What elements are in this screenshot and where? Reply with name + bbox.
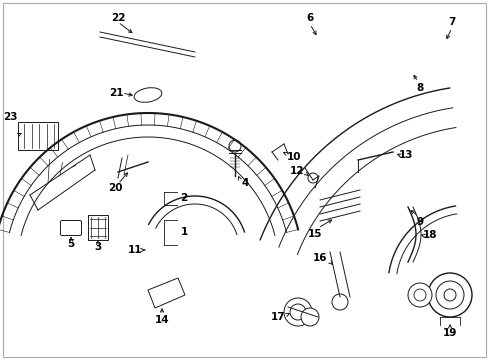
Text: 18: 18 — [422, 230, 436, 240]
Text: 17: 17 — [270, 312, 285, 322]
Text: 21: 21 — [108, 88, 123, 98]
Circle shape — [435, 281, 463, 309]
Circle shape — [331, 294, 347, 310]
Text: 8: 8 — [415, 83, 423, 93]
Polygon shape — [148, 278, 184, 308]
Circle shape — [289, 304, 305, 320]
Text: 4: 4 — [241, 178, 248, 188]
Text: 1: 1 — [180, 227, 187, 237]
Text: 20: 20 — [107, 183, 122, 193]
Text: 7: 7 — [447, 17, 455, 27]
Bar — [88, 215, 108, 240]
Text: 13: 13 — [398, 150, 412, 160]
Bar — [18, 122, 58, 150]
Text: 16: 16 — [312, 253, 326, 263]
Circle shape — [284, 298, 311, 326]
Ellipse shape — [134, 88, 162, 102]
Text: 22: 22 — [110, 13, 125, 23]
Text: 3: 3 — [94, 242, 102, 252]
Circle shape — [407, 283, 431, 307]
Circle shape — [443, 289, 455, 301]
Text: 9: 9 — [416, 217, 423, 227]
Text: 23: 23 — [3, 112, 17, 122]
Text: 2: 2 — [180, 193, 187, 203]
Circle shape — [427, 273, 471, 317]
Circle shape — [301, 308, 318, 326]
Text: 14: 14 — [154, 315, 169, 325]
Circle shape — [307, 173, 317, 183]
Text: 10: 10 — [286, 152, 301, 162]
Text: 11: 11 — [127, 245, 142, 255]
Text: 19: 19 — [442, 328, 456, 338]
Circle shape — [413, 289, 425, 301]
Circle shape — [228, 140, 241, 152]
FancyBboxPatch shape — [61, 220, 81, 235]
Text: 6: 6 — [306, 13, 313, 23]
Text: 5: 5 — [67, 239, 75, 249]
Text: 15: 15 — [307, 229, 322, 239]
Text: 12: 12 — [289, 166, 304, 176]
